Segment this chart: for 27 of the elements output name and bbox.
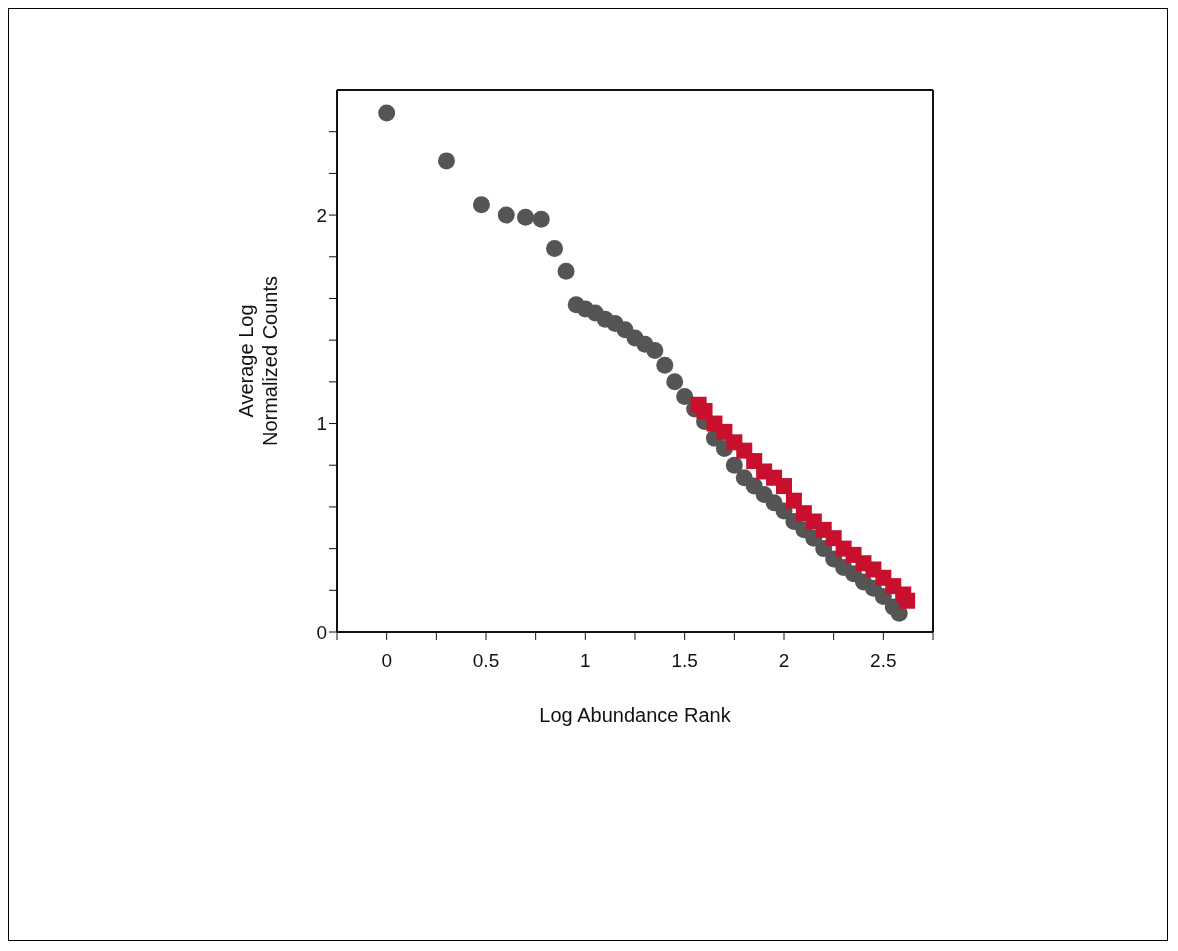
point bbox=[437, 152, 455, 170]
point bbox=[517, 208, 535, 226]
y-tick-label: 1 bbox=[316, 413, 327, 435]
point bbox=[676, 387, 694, 405]
x-axis-title: Log Abundance Rank bbox=[539, 704, 732, 726]
point bbox=[785, 492, 802, 509]
x-tick-label: 2 bbox=[778, 650, 790, 672]
x-tick-label: 2.5 bbox=[870, 650, 897, 672]
point bbox=[532, 210, 550, 228]
point bbox=[725, 456, 743, 474]
point bbox=[666, 373, 684, 391]
point bbox=[497, 206, 515, 224]
point bbox=[646, 342, 664, 360]
point bbox=[472, 196, 490, 214]
point bbox=[899, 592, 916, 609]
x-tick-label: 1.5 bbox=[671, 650, 698, 672]
point bbox=[378, 104, 396, 122]
point bbox=[656, 356, 674, 374]
x-tick-label: 1 bbox=[580, 650, 591, 672]
y-tick-label: 0 bbox=[316, 621, 327, 643]
point bbox=[776, 478, 792, 495]
x-tick-label: 0 bbox=[381, 650, 392, 672]
y-tick-label: 2 bbox=[316, 204, 327, 226]
point bbox=[557, 262, 575, 280]
point bbox=[546, 239, 564, 257]
x-tick-label: 0.5 bbox=[472, 650, 500, 672]
y-axis-title: Average Log Normalized Counts bbox=[235, 275, 281, 447]
